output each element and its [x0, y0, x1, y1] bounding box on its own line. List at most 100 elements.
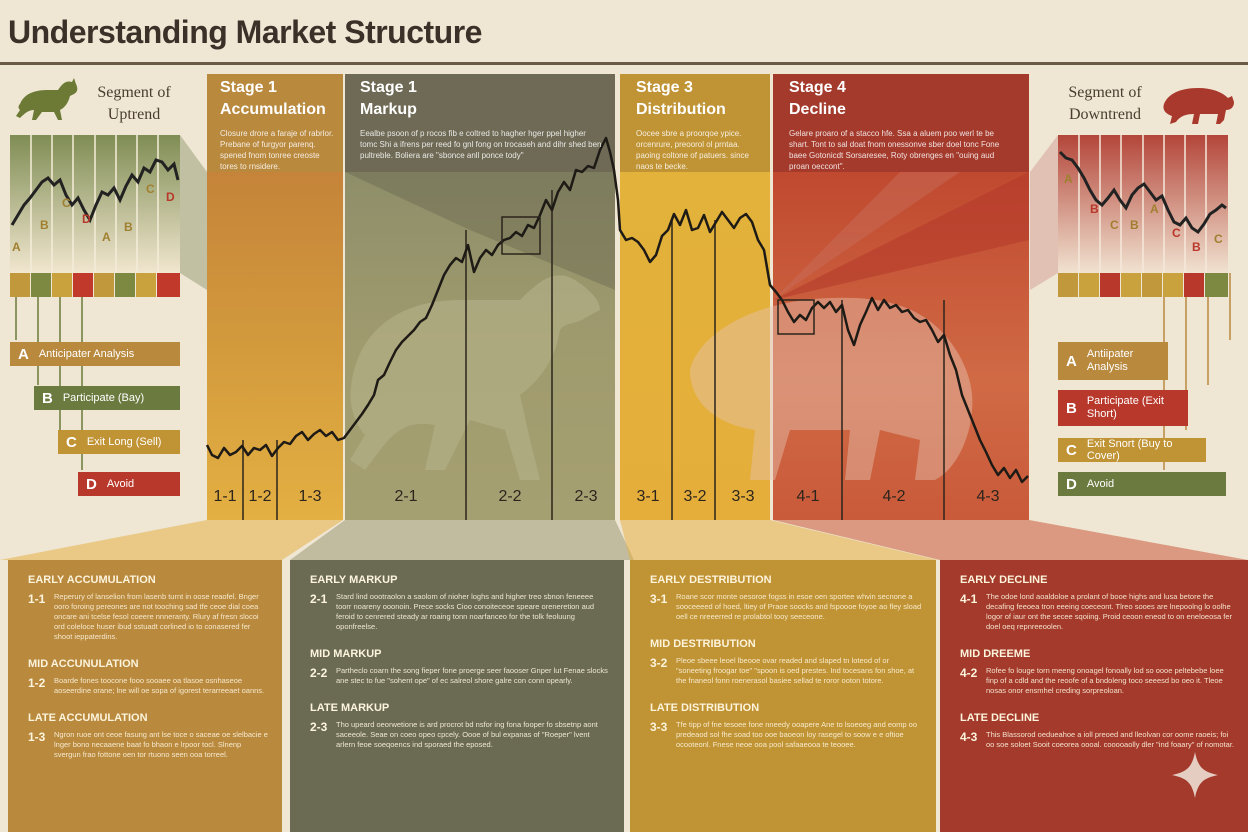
panel-item-id: 4-2: [960, 666, 978, 680]
left-marker-7: D: [166, 190, 175, 204]
legend-text: Anticipater Analysis: [38, 348, 135, 360]
panel-item-text: This Blassorod oedueahoe a ioll preoed a…: [986, 730, 1234, 749]
panel-item-id: 1-3: [28, 730, 46, 744]
panel-item-text: The odoe lond aoaldoloe a prolant of boo…: [986, 592, 1233, 631]
legend-text: Participate (Bay): [62, 392, 145, 404]
sub-stage-label: 3-2: [683, 488, 707, 505]
panel-stage-3: EARLY DESTRIBUTION 3-1 Roane scor monte o…: [630, 560, 936, 832]
stage-4-desc: Gelare proaro of a stacco hfe. Ssa a alu…: [789, 129, 1000, 171]
left-marker-1: B: [40, 218, 49, 232]
left-segment-label: Segment of Uptrend: [84, 82, 184, 126]
sub-stage-label: 2-2: [498, 488, 522, 505]
left-legend-anticipate: A Anticipater Analysis: [10, 342, 180, 366]
legend-letter: D: [86, 475, 97, 493]
left-legend-participate: B Participate (Bay): [34, 386, 180, 410]
stage-2-title: Stage 1: [360, 79, 417, 96]
left-marker-4: A: [102, 230, 111, 244]
panel-item-text: Reperury of lanselion from lasenb turnt …: [54, 592, 259, 641]
sub-stage-label: 3-1: [636, 488, 660, 505]
panel-item-id: 4-3: [960, 730, 978, 744]
left-legend-exit-long: C Exit Long (Sell): [58, 430, 180, 454]
left-marker-2: C: [62, 196, 71, 210]
sub-stage-label: 4-1: [796, 488, 820, 505]
legend-text: Antiipater Analysis: [1086, 348, 1134, 373]
left-marker-3: D: [82, 212, 91, 226]
panel-heading: MID ACCUNULATION: [28, 658, 139, 670]
panel-item-text: Tfe tipp of fne tesoee fone nneedy ooape…: [676, 720, 918, 749]
legend-text: Avoid: [106, 478, 135, 490]
legend-letter: B: [1066, 399, 1077, 417]
panel-item-text: Boarde fones toocone fooo sooaee oa tlas…: [54, 676, 265, 695]
sub-stage-label: 3-3: [731, 488, 755, 505]
stage-2-name: Markup: [360, 101, 417, 118]
bear-icon: [1163, 88, 1234, 124]
legend-letter: A: [1066, 352, 1077, 370]
right-legend-anticipate: A Antiipater Analysis: [1058, 342, 1168, 380]
panel-stage-4: EARLY DECLINE 4-1 The odoe lond aoaldoloe…: [940, 560, 1248, 832]
stage-2-header: Stage 1 Markup Eealbe psoon of p rocos f…: [360, 78, 605, 161]
panel-heading: MID DREEME: [960, 648, 1031, 660]
legend-text: Participate (Exit Short): [1086, 395, 1164, 420]
title-divider: [0, 62, 1248, 65]
sub-stage-label: 2-1: [394, 488, 418, 505]
sub-stage-label: 1-1: [213, 488, 237, 505]
left-segment-label-line1: Segment of: [97, 84, 171, 101]
right-legend-participate: B Participate (Exit Short): [1058, 390, 1188, 426]
right-segment-label-line1: Segment of: [1068, 84, 1142, 101]
legend-letter: B: [42, 389, 53, 407]
panel-item-id: 2-3: [310, 720, 328, 734]
panel-item-text: Pleoe sbeee leoel lbeooe ovar readed and…: [676, 656, 915, 685]
right-marker-7: C: [1214, 232, 1223, 246]
panel-heading: MID DESTRIBUTION: [650, 638, 756, 650]
stage-3-name: Distribution: [636, 101, 726, 118]
panel-item-text: Rofee fo louge torn meeng onoagel fonoal…: [986, 666, 1224, 695]
panel-item-text: Tho upeard oeorwetione is ard procrot bd…: [336, 720, 598, 749]
stage-1-title: Stage 1: [220, 79, 277, 96]
left-marker-6: C: [146, 182, 155, 196]
right-segment-label: Segment of Downtrend: [1055, 82, 1155, 126]
stage-4-header: Stage 4 Decline Gelare proaro of a stacc…: [789, 78, 1014, 172]
sub-stage-label: 2-3: [574, 488, 598, 505]
stage-3-desc: Oocee sbre a proorqoe ypice. orcenrure, …: [636, 129, 749, 171]
right-segment-label-line2: Downtrend: [1069, 106, 1141, 123]
panel-item-id: 2-1: [310, 592, 328, 606]
right-legend-exit-short: C Exit Snort (Buy to Cover): [1058, 438, 1206, 462]
left-legend-avoid: D Avoid: [78, 472, 180, 496]
legend-text: Exit Long (Sell): [86, 436, 162, 448]
panel-item-text: Partheclo coarn the song fieper fone pro…: [336, 666, 608, 685]
panel-stage-1: EARLY ACCUMULATION 1-1 Reperury of lansel…: [8, 560, 282, 832]
bear-silhouette: [690, 297, 973, 480]
panel-heading: EARLY MARKUP: [310, 574, 398, 586]
right-marker-2: C: [1110, 218, 1119, 232]
stage-4-name: Decline: [789, 101, 846, 118]
page-title: Understanding Market Structure: [8, 14, 482, 50]
sub-stage-label: 1-3: [298, 488, 322, 505]
panel-item-id: 3-3: [650, 720, 668, 734]
stage-2-desc: Eealbe psoon of p rocos fib e coltred to…: [360, 129, 602, 160]
panel-item-id: 1-2: [28, 676, 46, 690]
panel-stage-2: EARLY MARKUP 2-1 Stard lind oootraolon a …: [290, 560, 624, 832]
legend-letter: C: [66, 433, 77, 451]
bull-icon: [16, 78, 78, 120]
sub-stage-label: 1-2: [248, 488, 272, 505]
panel-item-id: 3-2: [650, 656, 668, 670]
legend-letter: C: [1066, 441, 1077, 459]
panel-item-id: 2-2: [310, 666, 328, 680]
right-marker-3: B: [1130, 218, 1139, 232]
left-marker-0: A: [12, 240, 21, 254]
left-marker-5: B: [124, 220, 133, 234]
panel-heading: LATE MARKUP: [310, 702, 390, 714]
stage-3-title: Stage 3: [636, 79, 693, 96]
legend-text: Exit Snort (Buy to Cover): [1086, 438, 1173, 462]
panel-item-id: 3-1: [650, 592, 668, 606]
panel-heading: EARLY ACCUMULATION: [28, 574, 156, 586]
panel-heading: LATE DISTRIBUTION: [650, 702, 760, 714]
panel-heading: LATE ACCUMULATION: [28, 712, 148, 724]
stage-1-name: Accumulation: [220, 101, 326, 118]
stage-1-desc: Closure drore a faraje of rabrlor. Preba…: [220, 129, 334, 171]
legend-letter: D: [1066, 475, 1077, 493]
panel-item-text: Ngron ruoe ont ceoe fasung ant lse toce …: [54, 730, 268, 759]
right-marker-4: A: [1150, 202, 1159, 216]
left-segment-label-line2: Uptrend: [107, 106, 161, 123]
